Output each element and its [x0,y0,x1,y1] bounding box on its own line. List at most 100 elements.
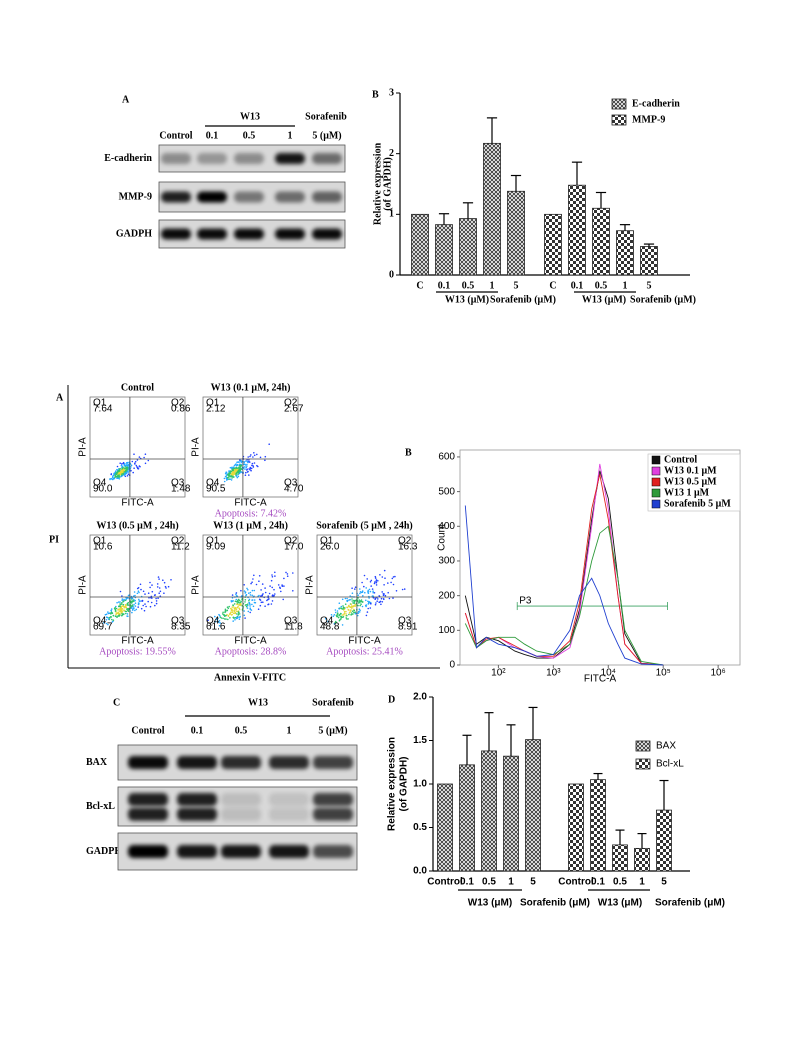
event-dot [250,454,252,456]
series-line [464,470,664,666]
quadrant-name: Q2 [398,536,412,547]
blot-band [177,756,217,769]
event-dot [252,466,255,468]
quadrant-value: 4.70 [284,484,304,495]
event-dot [376,600,379,602]
event-dot [239,601,242,604]
blot-band [128,756,168,769]
event-dot [232,612,235,615]
event-dot [109,612,112,615]
event-dot [238,604,240,606]
event-dot [147,592,150,594]
event-dot [110,608,113,610]
event-dot [350,603,353,605]
event-dot [335,621,338,624]
event-dot [231,608,233,610]
lane-label: 1 [287,725,292,736]
event-dot [347,618,349,620]
x-tick-label: 5 [530,877,536,888]
event-dot [148,597,150,599]
event-dot [239,459,241,461]
event-dot [127,601,130,604]
event-dot [226,474,229,476]
quadrant-value: 8.35 [171,622,191,633]
event-dot [137,590,140,592]
event-dot [240,471,243,473]
event-dot [370,579,373,582]
event-dot [221,613,224,615]
event-dot [351,600,354,602]
event-dot [357,610,360,613]
blot-band [269,792,309,806]
event-dot [118,472,120,474]
event-dot [271,600,274,602]
bar [435,224,453,276]
event-dot [103,622,105,624]
event-dot [346,614,348,617]
event-dot [267,603,270,605]
event-dot [360,603,362,605]
bar [640,246,658,276]
event-dot [262,593,264,595]
event-dot [119,609,122,611]
blot-band [312,153,342,164]
event-dot [251,594,253,597]
event-dot [360,599,363,601]
x-tick-label: 0.1 [591,877,605,888]
quadrant-value: 26.0 [320,542,340,553]
group-label: W13 (μM) [598,898,642,909]
event-dot [357,612,359,614]
event-dot [236,606,239,609]
event-dot [105,619,108,621]
event-dot [245,460,247,462]
event-cloud [324,569,406,626]
event-dot [268,443,271,446]
event-dot [225,479,228,481]
event-dot [350,609,352,611]
event-dot [120,606,123,608]
event-dot [365,587,368,589]
event-dot [271,576,274,578]
blot-band [221,756,261,769]
x-tick-label: 1 [508,877,514,888]
event-dot [283,585,285,587]
event-dot [359,592,361,595]
series-line [464,525,664,666]
event-dot [258,598,261,601]
panel-label: A [122,94,130,105]
event-dot [131,460,134,463]
blot-band [221,807,261,821]
row-label: MMP-9 [119,191,152,202]
event-dot [375,584,378,586]
event-dot [121,465,124,468]
event-dot [122,603,125,606]
event-dot [127,607,130,610]
event-dot [120,463,123,465]
event-dot [345,617,348,619]
event-dot [243,610,245,612]
bar [568,184,586,276]
event-dot [330,614,333,616]
event-dot [134,460,137,463]
x-tick-label: 10³ [546,668,561,679]
event-dot [235,592,238,594]
bar [634,847,650,872]
event-dot [249,455,251,458]
plot-title: W13 (1 μM , 24h) [213,520,288,531]
quadrant-value: 90.5 [206,484,226,495]
event-dot [351,610,354,612]
plot-x-label: FITC-A [348,636,381,647]
event-dot [351,607,353,609]
blot-band [177,807,217,821]
event-dot [368,588,371,591]
event-dot [226,606,229,608]
plot-frame [202,396,299,498]
event-dot [147,459,150,462]
event-dot [365,614,368,617]
event-dot [140,588,142,591]
event-dot [124,605,126,608]
event-dot [114,606,116,609]
blot-band [234,228,264,240]
event-dot [235,593,237,595]
blot-band [161,228,191,240]
